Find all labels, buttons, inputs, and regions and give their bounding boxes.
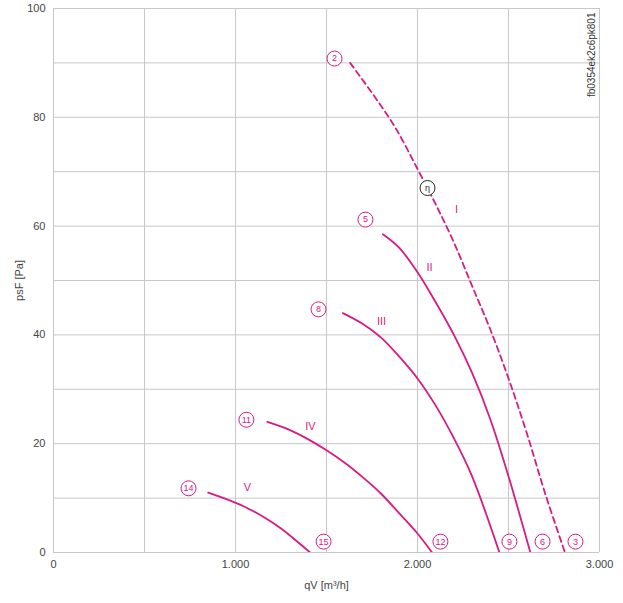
svg-text:η: η <box>425 183 430 193</box>
svg-text:5: 5 <box>363 214 368 224</box>
svg-text:III: III <box>377 315 386 327</box>
svg-text:fb0354ek2c6pk801: fb0354ek2c6pk801 <box>586 12 597 97</box>
svg-text:80: 80 <box>33 111 45 123</box>
svg-text:14: 14 <box>184 483 194 493</box>
svg-text:qV [m³/h]: qV [m³/h] <box>304 579 349 591</box>
svg-text:0: 0 <box>50 558 56 570</box>
svg-text:2.000: 2.000 <box>404 558 432 570</box>
svg-text:20: 20 <box>33 437 45 449</box>
svg-text:0: 0 <box>39 546 45 558</box>
svg-text:40: 40 <box>33 328 45 340</box>
svg-text:1.000: 1.000 <box>222 558 250 570</box>
svg-text:6: 6 <box>540 537 545 547</box>
svg-text:100: 100 <box>27 2 45 14</box>
svg-text:15: 15 <box>319 537 329 547</box>
svg-text:9: 9 <box>507 537 512 547</box>
svg-text:psF [Pa]: psF [Pa] <box>13 260 25 301</box>
svg-text:60: 60 <box>33 220 45 232</box>
svg-text:8: 8 <box>316 304 321 314</box>
svg-text:II: II <box>426 261 432 273</box>
svg-text:12: 12 <box>435 537 445 547</box>
svg-text:3: 3 <box>573 537 578 547</box>
svg-text:I: I <box>455 203 458 215</box>
svg-text:11: 11 <box>242 415 251 425</box>
svg-text:V: V <box>244 481 252 493</box>
svg-text:IV: IV <box>305 420 316 432</box>
svg-text:3.000: 3.000 <box>586 558 614 570</box>
svg-text:2: 2 <box>332 53 337 63</box>
